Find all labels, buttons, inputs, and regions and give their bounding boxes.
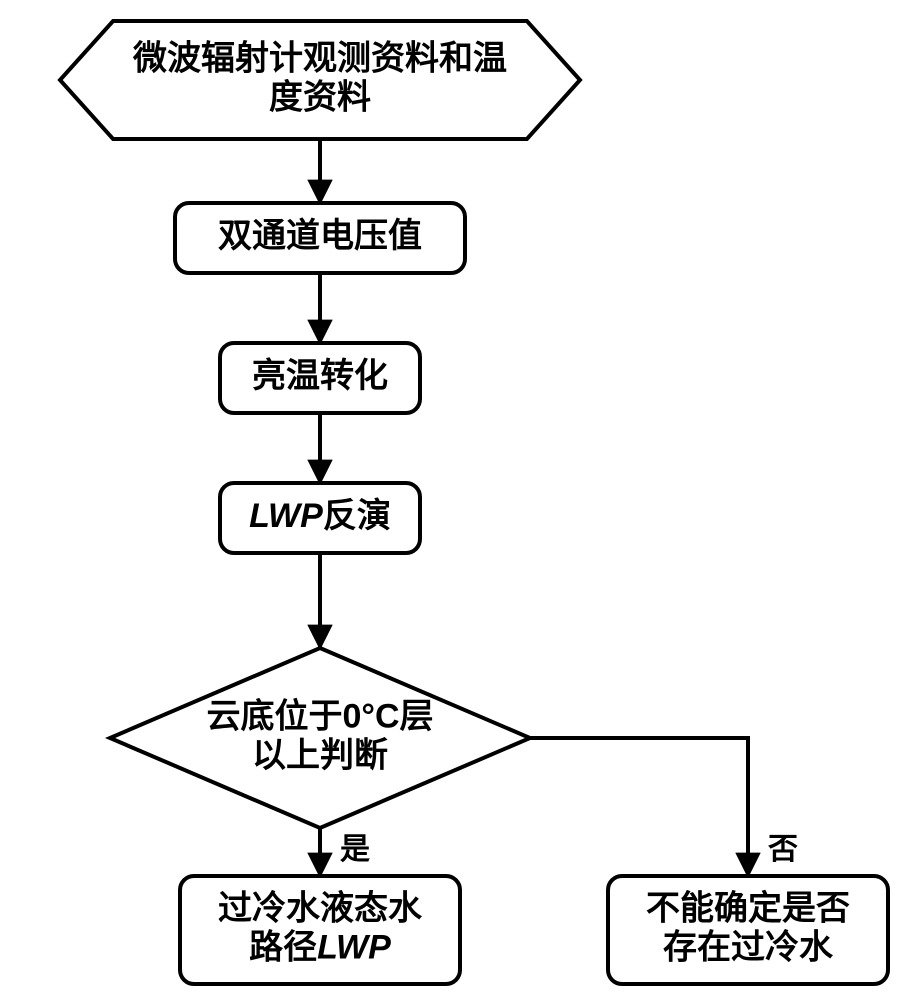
node-n7: 不能确定是否存在过冷水 xyxy=(608,876,888,984)
node-text: 以上判断 xyxy=(252,737,388,775)
flowchart-canvas: 微波辐射计观测资料和温度资料双通道电压值亮温转化 LWP反演云底位于0°C层以上判… xyxy=(0,0,904,1000)
node-n4: LWP反演 xyxy=(220,483,420,553)
node-text: 亮温转化 xyxy=(252,357,388,395)
node-text: 度资料 xyxy=(269,79,371,117)
node-n6: 过冷水液态水路径LWP xyxy=(180,876,460,984)
node-text: 不能确定是否 xyxy=(646,889,850,927)
node-n2: 双通道电压值 xyxy=(175,203,465,273)
edge-n5-n7 xyxy=(530,738,748,876)
node-text: 过冷水液态水 xyxy=(218,889,423,927)
node-n3: 亮温转化 xyxy=(220,343,420,413)
node-text: 云底位于0°C层 xyxy=(206,697,433,735)
node-text: 路径LWP xyxy=(249,929,391,967)
node-n5: 云底位于0°C层以上判断 xyxy=(110,648,530,828)
node-text: LWP反演 xyxy=(249,497,391,535)
node-text: 双通道电压值 xyxy=(218,217,422,255)
node-text: 微波辐射计观测资料和温 xyxy=(132,39,507,77)
edge-label: 否 xyxy=(768,833,798,866)
node-n1: 微波辐射计观测资料和温度资料 xyxy=(60,21,580,139)
node-text: 存在过冷水 xyxy=(663,929,834,967)
edge-label: 是 xyxy=(340,833,370,866)
